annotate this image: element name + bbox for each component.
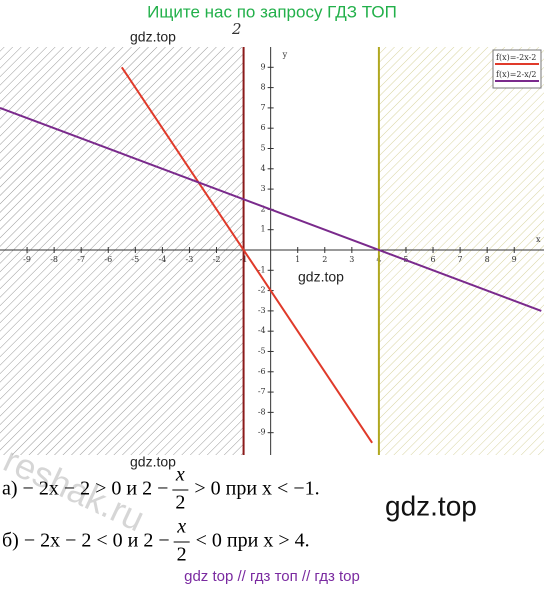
line xyxy=(120,66,373,444)
y-tick-label: -4 xyxy=(258,326,266,335)
fraction-numerator: x xyxy=(176,516,186,538)
solution: а) − 2x − 2 > 0 и 2 −x2> 0 при x < −1.б)… xyxy=(2,464,320,566)
line xyxy=(0,106,542,312)
math-text: < 0 при x > 4. xyxy=(196,530,310,552)
y-axis-label: y xyxy=(282,50,288,59)
y-tick-label: 6 xyxy=(261,123,266,132)
math-text: а) − 2x − 2 > 0 и 2 − xyxy=(2,478,168,500)
x-tick-label: 9 xyxy=(512,255,517,264)
x-tick-label: -5 xyxy=(131,255,139,264)
x-tick-label: 1 xyxy=(295,255,300,264)
x-tick-label: 3 xyxy=(349,255,354,264)
y-tick-label: -2 xyxy=(258,286,266,295)
x-tick-label: 2 xyxy=(322,255,327,264)
y-tick-label: -5 xyxy=(258,346,266,355)
fraction-denominator: 2 xyxy=(175,492,185,514)
annotation: 2 xyxy=(231,20,242,38)
x-tick-label: -9 xyxy=(23,255,31,264)
y-tick-label: 9 xyxy=(261,62,266,71)
x-tick-label: -7 xyxy=(77,255,85,264)
x-tick-label: -4 xyxy=(158,255,166,264)
shade-right xyxy=(378,47,544,455)
watermark: gdz.top xyxy=(130,29,176,45)
y-tick-label: 4 xyxy=(261,164,266,173)
plot: x y -9 -8 -7 -6 -5 -4 -3 -2 -1 1 2 3 4 5 6 7 8 9 -9 -8 -7 -6 -5 -… xyxy=(0,47,544,455)
header: Ищите нас по запросу ГДЗ ТОП xyxy=(147,2,397,21)
y-tick-label: 1 xyxy=(261,225,266,234)
y-tick-label: 7 xyxy=(261,103,266,112)
fraction-denominator: 2 xyxy=(177,544,187,566)
watermark: gdz.top xyxy=(130,454,176,470)
watermark: gdz.top xyxy=(298,269,344,285)
y-tick-label: 5 xyxy=(261,143,266,152)
footer: gdz top // гдз топ // гдз top xyxy=(184,568,360,585)
y-tick-label: -8 xyxy=(258,407,266,416)
y-tick-label: 3 xyxy=(261,184,266,193)
y-tick-label: 2 xyxy=(261,204,266,213)
x-tick-label: 6 xyxy=(430,255,435,264)
fraction-numerator: x xyxy=(175,464,185,486)
math-text: > 0 при x < −1. xyxy=(194,478,319,500)
x-tick-label: 8 xyxy=(485,255,490,264)
y-tick-label: -3 xyxy=(258,306,266,315)
x-tick-label: -2 xyxy=(213,255,221,264)
y-tick-label: 8 xyxy=(261,83,266,92)
y-tick-label: -9 xyxy=(258,428,266,437)
legend-label: f(x)=-2x-2 xyxy=(496,53,536,62)
shade-left xyxy=(0,47,244,455)
y-tick-label: -6 xyxy=(258,367,266,376)
legend-label: f(x)=2-x/2 xyxy=(496,70,537,79)
watermark: gdz.top xyxy=(385,490,477,521)
x-tick-label: -8 xyxy=(50,255,58,264)
y-tick-label: -7 xyxy=(258,387,266,396)
x-tick-label: 7 xyxy=(458,255,463,264)
x-tick-label: -3 xyxy=(186,255,194,264)
math-text: б) − 2x − 2 < 0 и 2 − xyxy=(2,530,170,552)
x-axis-label: x xyxy=(536,235,541,244)
y-tick-label: -1 xyxy=(258,265,266,274)
x-tick-label: -6 xyxy=(104,255,112,264)
